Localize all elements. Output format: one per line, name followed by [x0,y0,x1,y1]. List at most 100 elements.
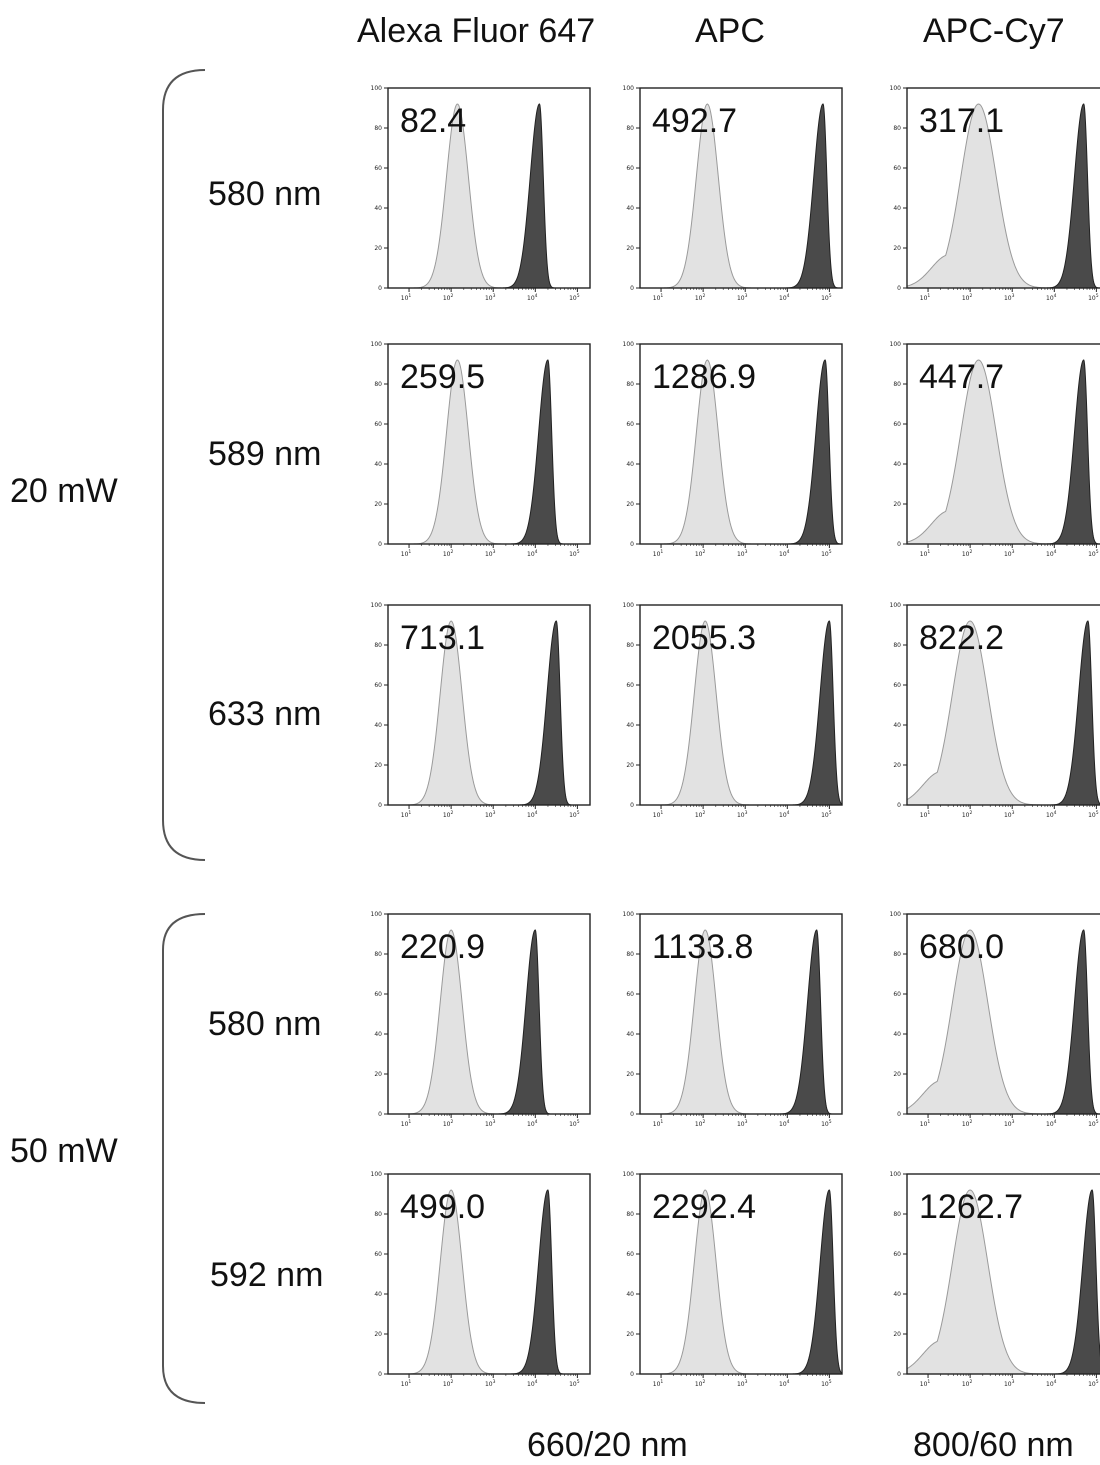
y-tick-label: 80 [893,1211,901,1218]
x-tick-label: 105 [1088,810,1099,819]
filter-label-800-60nm: 800/60 nm [913,1426,1074,1464]
y-tick-label: 60 [374,1251,382,1258]
x-tick-label: 101 [653,549,664,558]
y-tick-label: 60 [626,1251,634,1258]
y-tick-label: 100 [371,85,383,92]
y-tick-label: 80 [374,642,382,649]
x-tick-label: 104 [1046,1379,1057,1388]
mfi-value: 1262.7 [919,1188,1023,1226]
x-tick-label: 102 [695,293,706,302]
y-tick-label: 0 [630,1371,634,1378]
x-tick-label: 102 [443,1379,454,1388]
x-tick-label: 104 [527,1119,538,1128]
x-tick-label: 102 [962,810,973,819]
y-tick-label: 40 [374,1291,382,1298]
x-tick-label: 101 [920,810,931,819]
y-tick-label: 40 [626,722,634,729]
y-tick-label: 100 [371,341,383,348]
y-tick-label: 40 [626,461,634,468]
column-header-alexa-fluor-647: Alexa Fluor 647 [357,12,596,50]
histogram-alexa-fluor-647-592-nm-row4: 0 20 40 60 80 100 101 102 103 104 105 499.0 [371,1171,591,1388]
y-tick-label: 100 [623,602,635,609]
y-tick-label: 0 [630,1111,634,1118]
y-tick-label: 60 [626,991,634,998]
y-tick-label: 20 [626,245,634,252]
stained-sample-histogram [1053,1189,1100,1375]
mfi-value: 2292.4 [652,1188,756,1226]
y-tick-label: 20 [893,501,901,508]
x-tick-label: 105 [821,1379,832,1388]
y-tick-label: 80 [626,642,634,649]
y-tick-label: 0 [897,541,901,548]
y-tick-label: 20 [374,762,382,769]
histogram-apc-633-nm-row2: 0 20 40 60 80 100 101 102 103 104 105 2055.3 [623,602,843,819]
y-tick-label: 60 [893,165,901,172]
x-tick-label: 102 [695,549,706,558]
y-tick-label: 40 [374,1031,382,1038]
row-label-580nm-50mw: 580 nm [208,1005,322,1043]
x-tick-label: 105 [1088,549,1099,558]
x-tick-label: 104 [779,1119,790,1128]
x-tick-label: 101 [653,1119,664,1128]
filter-label-660-20nm: 660/20 nm [527,1426,688,1464]
x-tick-label: 104 [1046,1119,1057,1128]
x-tick-label: 103 [737,1119,748,1128]
x-tick-label: 101 [920,1379,931,1388]
y-tick-label: 80 [893,125,901,132]
x-tick-label: 105 [821,549,832,558]
y-tick-label: 60 [626,682,634,689]
histogram-apc-cy7-580-nm-row3: 0 20 40 60 80 100 101 102 103 104 105 680.0 [890,911,1100,1128]
y-tick-label: 20 [626,501,634,508]
y-tick-label: 20 [374,1071,382,1078]
y-tick-label: 40 [893,1291,901,1298]
y-tick-label: 0 [630,802,634,809]
stained-sample-histogram [1045,103,1100,289]
histogram-apc-589-nm-row1: 0 20 40 60 80 100 101 102 103 104 105 1286.9 [623,341,843,558]
y-tick-label: 60 [626,165,634,172]
x-tick-label: 103 [1004,810,1015,819]
y-tick-label: 100 [623,341,635,348]
x-tick-label: 104 [1046,293,1057,302]
x-tick-label: 101 [653,293,664,302]
y-tick-label: 20 [626,1331,634,1338]
x-tick-label: 102 [695,810,706,819]
x-tick-label: 104 [527,293,538,302]
mfi-value: 713.1 [400,619,485,657]
y-tick-label: 80 [374,125,382,132]
y-tick-label: 20 [893,1071,901,1078]
row-label-580nm-20mw: 580 nm [208,175,322,213]
x-tick-label: 105 [1088,1119,1099,1128]
y-tick-label: 60 [374,421,382,428]
y-tick-label: 20 [374,245,382,252]
y-tick-label: 80 [374,1211,382,1218]
row-label-633nm-20mw: 633 nm [208,695,322,733]
x-tick-label: 102 [962,1379,973,1388]
y-tick-label: 80 [374,381,382,388]
x-tick-label: 105 [569,1379,580,1388]
x-tick-label: 103 [485,1119,496,1128]
x-tick-label: 104 [527,810,538,819]
mfi-value: 220.9 [400,928,485,966]
y-tick-label: 40 [626,205,634,212]
x-tick-label: 104 [1046,549,1057,558]
stained-sample-histogram [501,103,565,289]
stained-sample-histogram [509,359,574,545]
x-tick-label: 102 [962,293,973,302]
column-header-apc-cy7: APC-Cy7 [923,12,1065,50]
y-tick-label: 100 [371,911,383,918]
x-tick-label: 103 [485,1379,496,1388]
mfi-value: 680.0 [919,928,1004,966]
y-tick-label: 60 [626,421,634,428]
x-tick-label: 101 [920,1119,931,1128]
mfi-value: 499.0 [400,1188,485,1226]
y-tick-label: 60 [893,1251,901,1258]
y-tick-label: 100 [371,602,383,609]
x-tick-label: 101 [401,810,412,819]
y-tick-label: 100 [890,1171,902,1178]
mfi-value: 259.5 [400,358,485,396]
y-tick-label: 40 [893,1031,901,1038]
stained-sample-histogram [496,929,561,1115]
y-tick-label: 100 [371,1171,383,1178]
x-tick-label: 101 [653,810,664,819]
x-tick-label: 103 [1004,1119,1015,1128]
